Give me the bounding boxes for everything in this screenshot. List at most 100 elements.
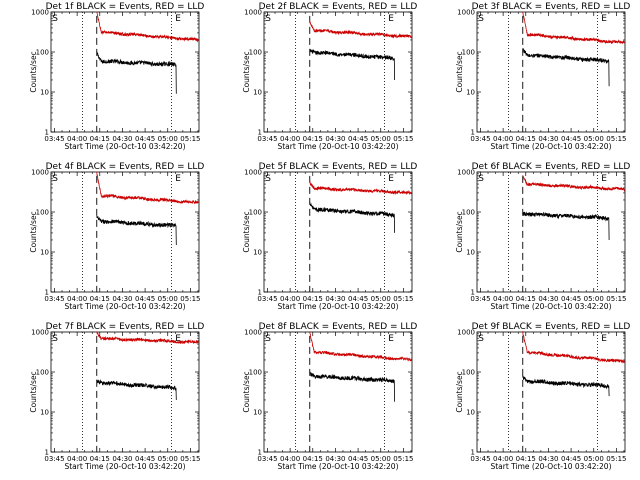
x-tick-label: 05:15 [393, 135, 413, 143]
x-axis-label: Start Time (20-Oct-10 03:42:20) [64, 462, 185, 471]
x-tick-label: 04:15 [516, 135, 536, 143]
plot-frame [263, 331, 413, 453]
y-tick-label: 1 [45, 449, 49, 457]
x-tick-label: 04:30 [538, 455, 558, 463]
x-tick-label: 04:15 [90, 135, 110, 143]
y-tick-label: 10 [253, 409, 262, 417]
lightcurve-panel: Det 8f BLACK = Events, RED = LLD 1 10 100 10… [242, 322, 417, 471]
panel-title: Det 3f BLACK = Events, RED = LLD [472, 2, 631, 12]
start-marker: S [478, 334, 484, 344]
y-tick-label: 10 [253, 89, 262, 97]
x-tick-label: 05:00 [158, 295, 178, 303]
y-tick-label: 1 [258, 129, 262, 137]
end-marker: E [601, 334, 607, 344]
events-series-line [522, 375, 610, 397]
start-marker: S [265, 174, 271, 184]
lld-series-line [522, 175, 625, 192]
x-tick-label: 04:15 [516, 455, 536, 463]
end-marker: E [175, 14, 181, 24]
y-tick-label: 100 [249, 49, 262, 57]
x-tick-label: 05:00 [158, 135, 178, 143]
x-tick-label: 05:00 [371, 455, 391, 463]
events-series-line [309, 201, 395, 233]
x-tick-label: 05:15 [393, 455, 413, 463]
events-series-line [309, 48, 395, 81]
x-axis-label: Start Time (20-Oct-10 03:42:20) [490, 462, 611, 471]
start-marker: S [265, 334, 271, 344]
x-tick-label: 04:15 [516, 295, 536, 303]
y-tick-label: 1000 [457, 9, 475, 17]
x-tick-label: 04:45 [348, 135, 368, 143]
plot-frame [476, 171, 626, 293]
x-tick-label: 04:45 [561, 455, 581, 463]
x-tick-label: 05:00 [371, 295, 391, 303]
lld-series-line [522, 11, 625, 45]
y-tick-label: 1000 [31, 329, 49, 337]
end-marker: E [601, 174, 607, 184]
events-series-line [522, 48, 610, 87]
x-tick-label: 04:15 [303, 295, 323, 303]
x-tick-label: 04:00 [67, 135, 87, 143]
x-tick-label: 04:30 [325, 135, 345, 143]
y-tick-label: 10 [466, 89, 475, 97]
start-marker: S [52, 174, 58, 184]
lightcurve-panel: Det 5f BLACK = Events, RED = LLD 1 10 100 10… [242, 162, 417, 311]
x-axis-label: Start Time (20-Oct-10 03:42:20) [64, 302, 185, 311]
start-marker: S [478, 174, 484, 184]
events-series-line [96, 51, 177, 94]
y-tick-label: 1 [258, 289, 262, 297]
x-tick-label: 04:00 [493, 295, 513, 303]
y-tick-label: 1 [471, 129, 475, 137]
x-tick-label: 04:30 [325, 295, 345, 303]
x-tick-label: 04:00 [67, 295, 87, 303]
y-tick-label: 10 [40, 89, 49, 97]
x-tick-label: 04:30 [538, 295, 558, 303]
start-marker: S [478, 14, 484, 24]
y-tick-label: 100 [249, 209, 262, 217]
plot-frame [476, 331, 626, 453]
y-tick-label: 100 [36, 49, 49, 57]
y-tick-label: 100 [36, 209, 49, 217]
panel-title: Det 8f BLACK = Events, RED = LLD [259, 322, 418, 332]
y-tick-label: 100 [462, 49, 475, 57]
events-series-line [96, 379, 177, 401]
end-marker: E [175, 174, 181, 184]
x-tick-label: 04:30 [112, 135, 132, 143]
y-axis-label: Counts/sec [29, 371, 38, 412]
x-tick-label: 04:45 [561, 135, 581, 143]
x-tick-label: 04:45 [135, 135, 155, 143]
x-tick-label: 04:00 [280, 295, 300, 303]
y-tick-label: 10 [253, 249, 262, 257]
x-tick-label: 04:00 [493, 455, 513, 463]
x-tick-label: 04:45 [561, 295, 581, 303]
plot-frame [50, 171, 200, 293]
x-tick-label: 04:45 [348, 295, 368, 303]
lightcurve-panel: Det 7f BLACK = Events, RED = LLD 1 10 100 10… [29, 322, 204, 471]
end-marker: E [601, 14, 607, 24]
lld-series-line [522, 331, 625, 364]
start-marker: S [265, 14, 271, 24]
lld-series-line [309, 331, 412, 362]
x-tick-label: 03:45 [44, 455, 64, 463]
y-tick-label: 1000 [244, 9, 262, 17]
lld-series-line [309, 180, 412, 196]
panel-title: Det 1f BLACK = Events, RED = LLD [46, 2, 205, 12]
lld-series-line [309, 20, 412, 39]
y-axis-label: Counts/sec [29, 211, 38, 252]
x-tick-label: 04:15 [303, 455, 323, 463]
y-tick-label: 10 [466, 409, 475, 417]
y-tick-label: 1 [45, 289, 49, 297]
end-marker: E [175, 334, 181, 344]
lld-series-line [96, 11, 199, 43]
panel-title: Det 4f BLACK = Events, RED = LLD [46, 162, 205, 172]
y-axis-label: Counts/sec [455, 51, 464, 92]
lightcurve-panel: Det 4f BLACK = Events, RED = LLD 1 10 100 10… [29, 162, 204, 311]
x-tick-label: 04:30 [112, 455, 132, 463]
x-tick-label: 05:15 [606, 295, 626, 303]
x-tick-label: 05:15 [393, 295, 413, 303]
y-tick-label: 1000 [31, 169, 49, 177]
panel-title: Det 5f BLACK = Events, RED = LLD [259, 162, 418, 172]
y-tick-label: 10 [466, 249, 475, 257]
x-tick-label: 05:15 [180, 135, 200, 143]
x-tick-label: 05:00 [158, 455, 178, 463]
